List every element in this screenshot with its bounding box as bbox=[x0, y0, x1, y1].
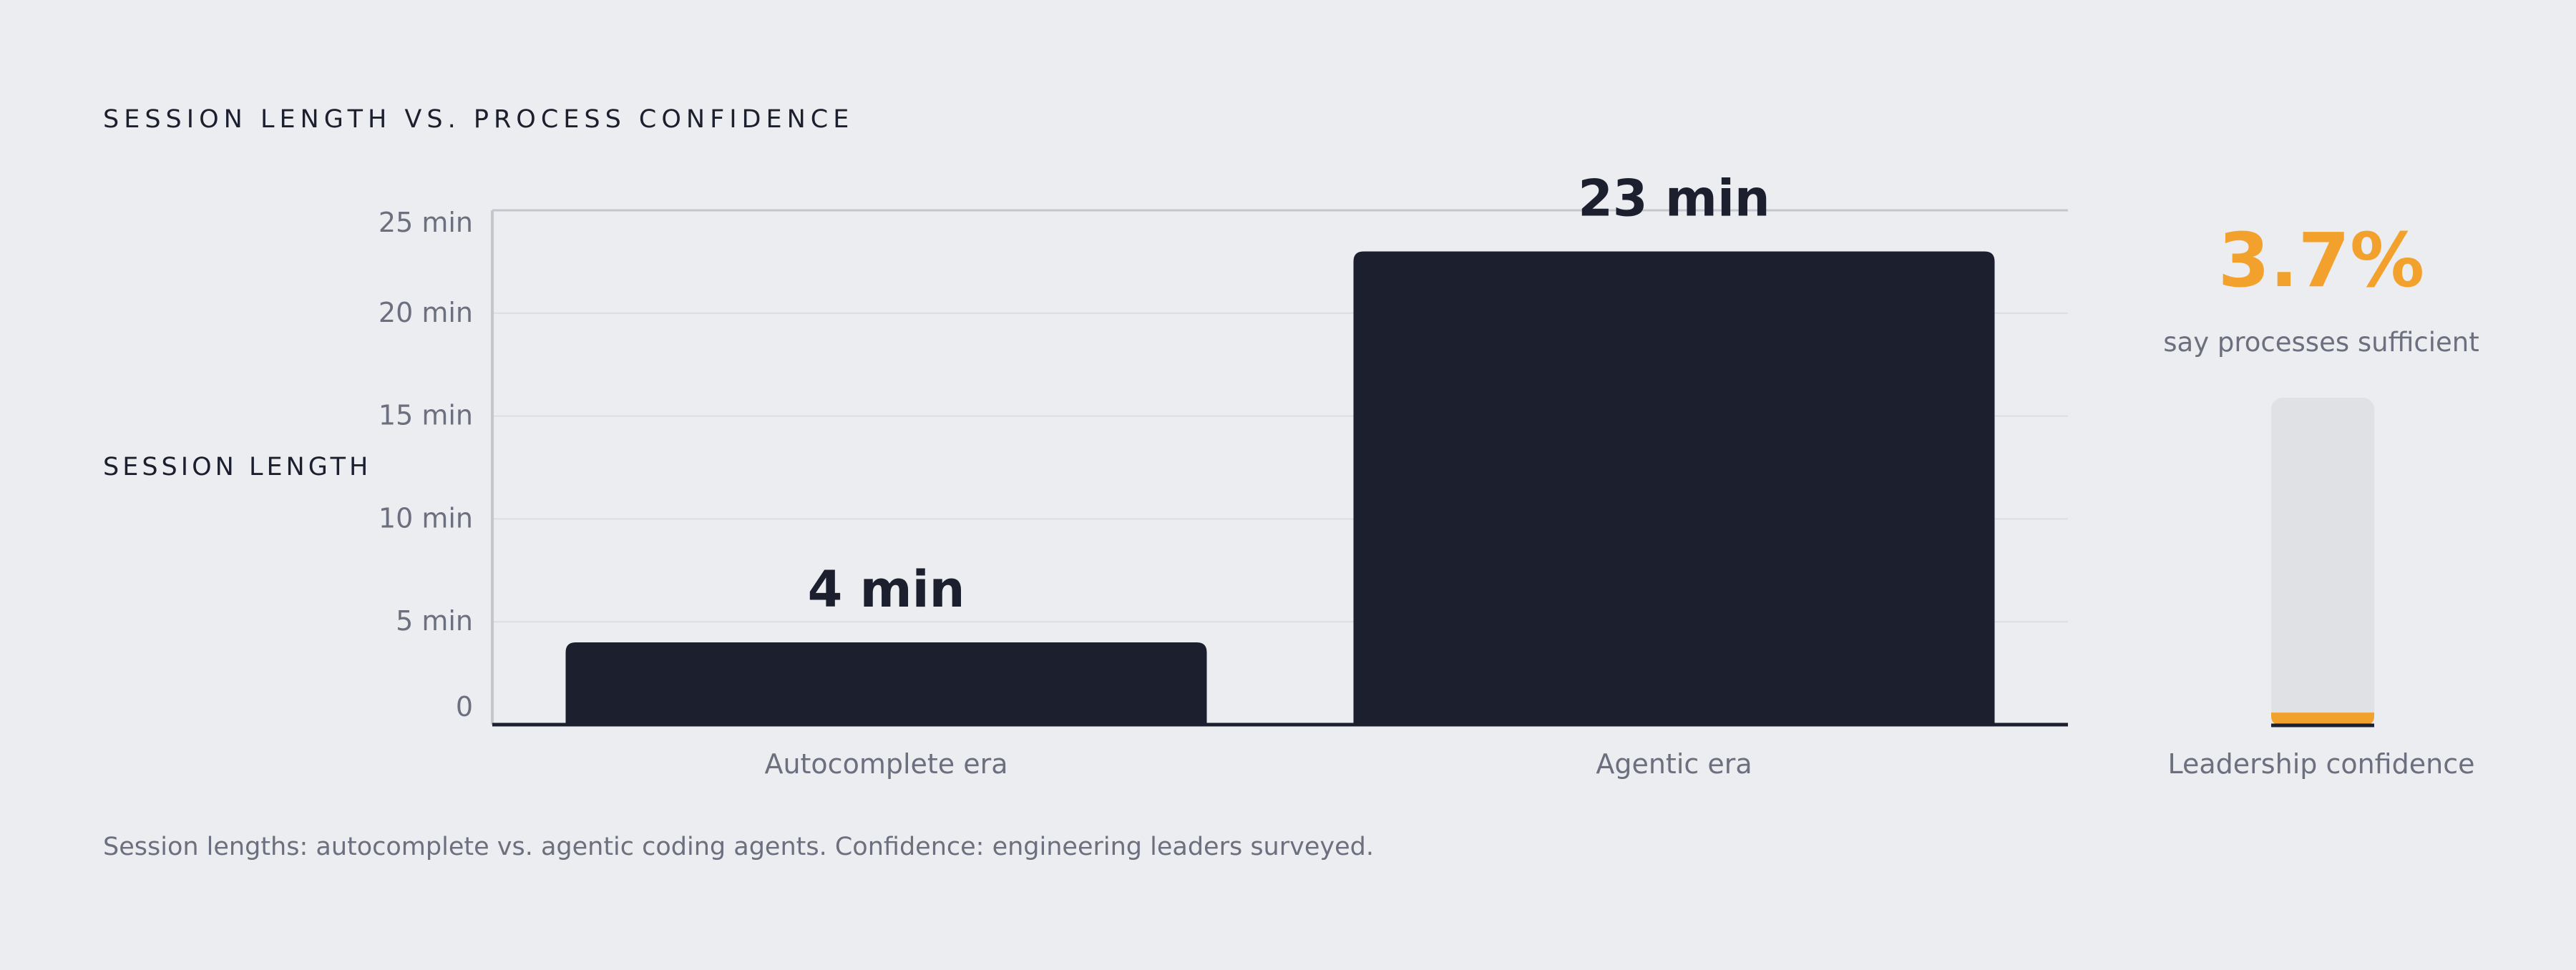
y-tick-label: 25 min bbox=[379, 207, 473, 238]
chart-title: SESSION LENGTH VS. PROCESS CONFIDENCE bbox=[103, 105, 854, 134]
y-tick-label: 15 min bbox=[379, 400, 473, 431]
x-category-label: Agentic era bbox=[1596, 748, 1752, 780]
footnote: Session lengths: autocomplete vs. agenti… bbox=[103, 833, 1374, 861]
confidence-gauge: 3.7% say processes sufficient Leadership… bbox=[2163, 217, 2479, 780]
y-tick-label: 5 min bbox=[396, 605, 473, 637]
bars bbox=[565, 251, 1995, 725]
bar-agentic-era bbox=[1353, 251, 1995, 725]
bar-value-label: 4 min bbox=[808, 560, 965, 619]
confidence-label: Leadership confidence bbox=[2168, 748, 2475, 780]
confidence-track bbox=[2271, 398, 2374, 725]
bar-value-label: 23 min bbox=[1578, 170, 1770, 228]
y-tick-label: 20 min bbox=[379, 297, 473, 328]
confidence-caption: say processes sufficient bbox=[2163, 327, 2479, 358]
value-labels: 4 min 23 min bbox=[808, 170, 1770, 619]
bar-autocomplete-era bbox=[565, 642, 1207, 725]
category-labels: Autocomplete era Agentic era bbox=[764, 748, 1752, 780]
x-category-label: Autocomplete era bbox=[764, 748, 1008, 780]
y-tick-label: 0 bbox=[456, 691, 473, 722]
y-axis-ticks: 0 5 min 10 min 15 min 20 min 25 min bbox=[379, 207, 473, 722]
y-axis-label: SESSION LENGTH bbox=[103, 453, 371, 481]
confidence-value: 3.7% bbox=[2218, 217, 2424, 304]
y-tick-label: 10 min bbox=[379, 502, 473, 534]
confidence-fill bbox=[2271, 712, 2374, 725]
